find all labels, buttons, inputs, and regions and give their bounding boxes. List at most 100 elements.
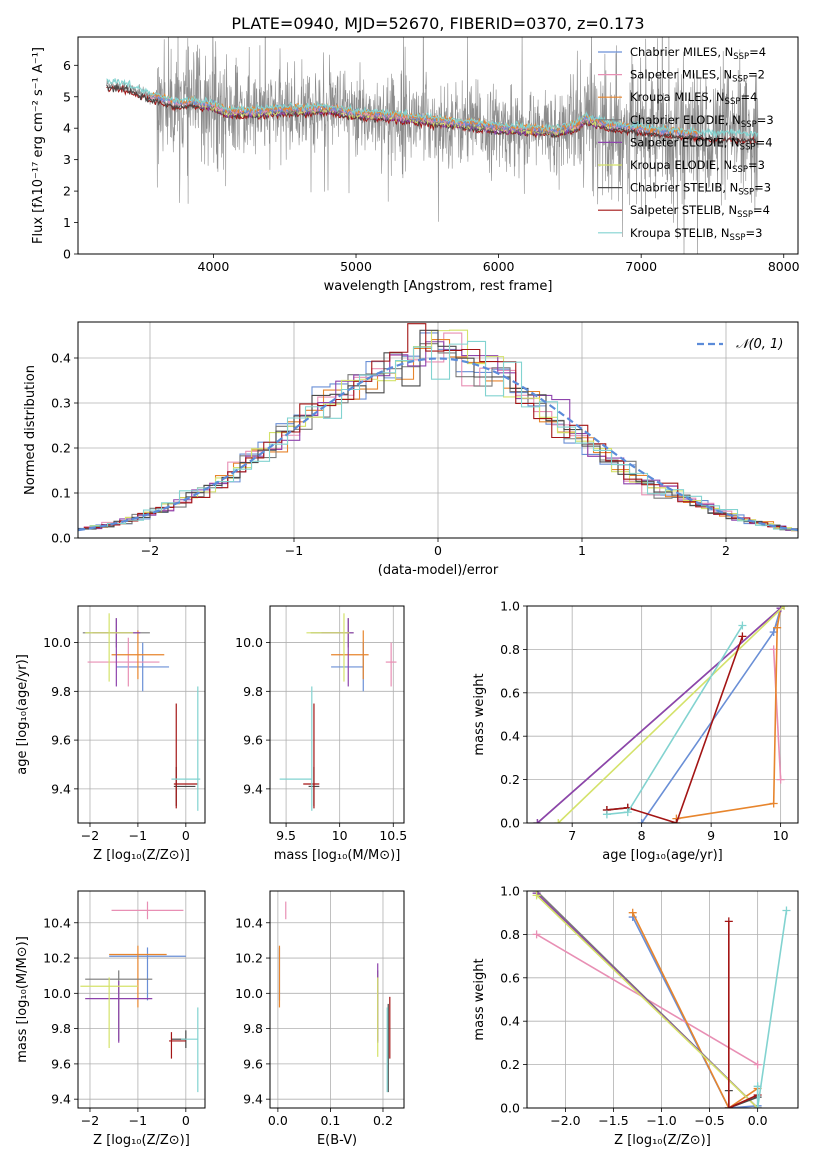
series-line-krou_elodie: [557, 606, 785, 823]
axes-frame: [77, 321, 799, 539]
y-tick-label: 9.8: [243, 684, 263, 699]
x-tick-label: 7: [568, 828, 576, 843]
axes-frame: [269, 890, 405, 1109]
series-line-salp_elodie: [536, 607, 782, 823]
legend-label-krou_stelib: Kroupa STELIB, NSSP=3: [630, 226, 762, 243]
y-tick-label: 9.4: [51, 1092, 71, 1107]
plot-area: [82, 613, 201, 811]
plot-area: [78, 323, 798, 532]
y-tick-label: 0.0: [500, 1101, 520, 1116]
x-tick-label: 8: [638, 828, 646, 843]
y-tick-label: 9.4: [243, 781, 263, 796]
x-tick-label: 0.0: [268, 1113, 288, 1128]
series-marker-krou_elodie: [780, 606, 789, 610]
legend-label-chab_elodie: Chabrier ELODIE, NSSP=3: [630, 113, 774, 130]
y-tick-label: 10.2: [43, 951, 71, 966]
x-tick-label: 10.5: [379, 828, 407, 843]
y-tick-label: 9.8: [243, 1021, 263, 1036]
spectrum-legend: Chabrier MILES, NSSP=4 Salpeter MILES, NS…: [598, 45, 774, 243]
x-axis-label: age [log₁₀(age/yr)]: [602, 848, 723, 863]
y-tick-label: 10.4: [235, 915, 263, 930]
x-tick-label: 2: [722, 543, 730, 558]
series-marker-salp_stelib: [724, 1104, 733, 1108]
histogram-salp_stelib: [83, 323, 798, 531]
x-tick-label: 0: [182, 828, 190, 843]
y-tick-label: 9.6: [243, 1056, 263, 1071]
y-axis-label: age [log₁₀(age/yr)]: [15, 654, 30, 775]
series-marker-krou_stelib: [602, 810, 611, 819]
series-marker-krou_stelib: [753, 1104, 762, 1108]
legend-normal-label: 𝒩(0, 1): [736, 337, 783, 352]
y-tick-label: 0.6: [500, 970, 520, 985]
series-marker-krou_stelib: [623, 808, 632, 817]
histogram-chab_stelib: [78, 329, 798, 531]
x-tick-label: 10: [332, 828, 348, 843]
y-tick-label: 0.2: [500, 1057, 520, 1072]
y-tick-label: 0.3: [51, 396, 71, 411]
panel-residuals: −2 −1 0 1 2 0.0 0.1 0.2 0.3 0.4 (data-model)/error…: [23, 321, 799, 578]
series-marker-salp_miles: [753, 1060, 762, 1069]
series-marker-krou_elodie: [554, 819, 563, 823]
series-line-krou_miles: [631, 912, 759, 1108]
legend-label-krou_miles: Kroupa MILES, NSSP=4: [630, 90, 757, 107]
axes-frame: [77, 36, 799, 255]
figure-title: PLATE=0940, MJD=52670, FIBERID=0370, z=0…: [231, 14, 644, 33]
series-line-krou_stelib: [756, 910, 788, 1108]
panel-mass_vs_Z: −2 −1 0 9.4 9.6 9.8 10.0 10.2 10.4 Z [log₁₀(Z/Z⊙)…: [15, 890, 206, 1148]
x-tick-label: −1.0: [646, 1113, 676, 1128]
x-tick-label: 0.0: [748, 1113, 768, 1128]
axes-frame: [77, 890, 206, 1109]
y-tick-label: 1.0: [500, 599, 520, 614]
plot-area: [278, 901, 391, 1093]
histogram-krou_elodie: [89, 329, 798, 532]
normal-curve: [78, 357, 798, 532]
series-marker-krou_miles: [769, 799, 778, 808]
x-axis-label: E(B-V): [317, 1133, 357, 1148]
plot-area: [532, 891, 791, 1108]
series-marker-salp_miles: [776, 775, 785, 784]
y-tick-label: 10.2: [235, 951, 263, 966]
series-marker-salp_miles: [532, 930, 541, 939]
x-tick-label: 10: [773, 828, 789, 843]
x-axis-label: (data-model)/error: [378, 563, 499, 578]
legend-label-salp_elodie: Salpeter ELODIE, NSSP=4: [630, 135, 773, 152]
panel-mass_vs_EBV: 0.0 0.1 0.2 9.4 9.6 9.8 10.0 10.2 10.4 E(B-V): [235, 890, 405, 1148]
panel-age_vs_mass: 9.5 10 10.5 9.4 9.6 9.8 10.0 mass [log₁₀(M/M⊙)]: [235, 605, 407, 863]
legend-label-chab_miles: Chabrier MILES, NSSP=4: [630, 45, 766, 62]
x-tick-label: −2: [81, 828, 99, 843]
series-line-krou_elodie: [536, 894, 759, 1108]
x-axis-label: Z [log₁₀(Z/Z⊙)]: [93, 848, 190, 863]
series-marker-krou_stelib: [753, 1082, 762, 1091]
panel-age_vs_Z: −2 −1 0 9.4 9.6 9.8 10.0 Z [log₁₀(Z/Z⊙)] age [lo…: [15, 605, 206, 863]
series-line-salp_miles: [772, 649, 782, 780]
y-axis-label: mass [log₁₀(M/M⊙)]: [15, 936, 30, 1063]
y-axis-label: mass weight: [472, 673, 487, 755]
x-tick-label: 0.1: [320, 1113, 340, 1128]
axes-frame: [77, 605, 206, 824]
axes-frame: [526, 890, 799, 1109]
x-tick-label: 9.5: [276, 828, 296, 843]
x-tick-label: −1: [285, 543, 303, 558]
axes-frame: [269, 605, 405, 824]
y-tick-label: 3: [63, 152, 71, 167]
series-marker-krou_miles: [773, 623, 782, 632]
y-tick-label: 9.6: [51, 1056, 71, 1071]
legend-label-krou_elodie: Kroupa ELODIE, NSSP=3: [630, 158, 765, 175]
y-axis-label: Normed distribution: [23, 365, 38, 495]
x-tick-label: 8000: [768, 259, 800, 274]
histogram-krou_stelib: [89, 340, 798, 531]
series-marker-salp_elodie: [776, 606, 785, 613]
y-tick-label: 10.0: [43, 635, 71, 650]
x-tick-label: −2.0: [550, 1113, 580, 1128]
series-marker-salp_stelib: [738, 632, 747, 641]
y-tick-label: 5: [63, 89, 71, 104]
y-tick-label: 1.0: [500, 884, 520, 899]
y-tick-label: 0.4: [500, 729, 520, 744]
x-tick-label: 7000: [625, 259, 657, 274]
series-line-krou_miles: [676, 608, 782, 820]
series-line-chab_miles: [631, 916, 758, 1108]
histogram-chab_elodie: [78, 343, 798, 530]
plot-area: [106, 37, 759, 254]
x-axis-label: mass [log₁₀(M/M⊙)]: [274, 848, 401, 863]
x-tick-label: 1: [578, 543, 586, 558]
